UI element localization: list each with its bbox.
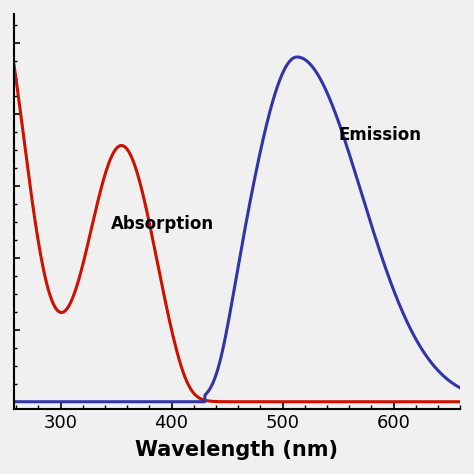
Text: Emission: Emission — [338, 126, 421, 144]
X-axis label: Wavelength (nm): Wavelength (nm) — [136, 440, 338, 460]
Text: Absorption: Absorption — [110, 215, 214, 233]
